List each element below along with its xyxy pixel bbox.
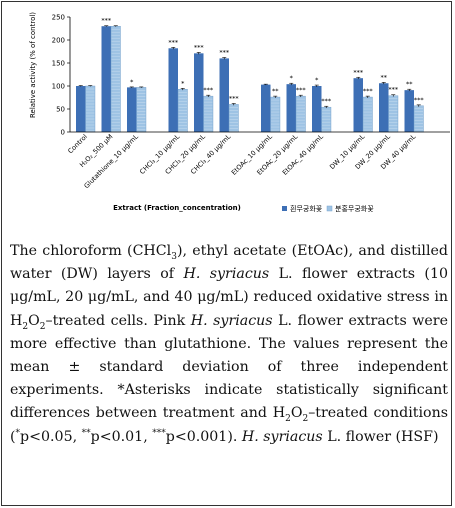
bar bbox=[379, 83, 389, 132]
bar-chart: Relative activity (% of control) 0 50 100 1… bbox=[29, 12, 450, 213]
bar-pink-0 bbox=[85, 85, 96, 133]
bar bbox=[261, 84, 271, 132]
bar bbox=[286, 84, 296, 132]
significance-label: * bbox=[315, 76, 319, 84]
y-tick-label: 150 bbox=[52, 60, 65, 68]
bar bbox=[228, 104, 239, 133]
bar-white-11: ** bbox=[404, 80, 414, 132]
bar-white-6 bbox=[261, 83, 271, 132]
bar-white-7: * bbox=[286, 74, 296, 132]
significance-label: * bbox=[130, 78, 134, 86]
bar-pink-10: *** bbox=[388, 86, 399, 133]
bar-pink-11: *** bbox=[413, 96, 425, 133]
significance-label: *** bbox=[168, 38, 179, 46]
y-tick-label: 50 bbox=[56, 106, 65, 114]
bar bbox=[194, 53, 204, 133]
bar-pink-1 bbox=[110, 25, 121, 133]
legend-label-white-hsf: 흰무궁화꽃 bbox=[290, 204, 323, 213]
significance-label: *** bbox=[388, 86, 399, 94]
significance-label: *** bbox=[219, 48, 230, 56]
y-axis: 0 50 100 150 200 250 bbox=[52, 14, 71, 137]
significance-label: * bbox=[181, 79, 185, 87]
legend-label-pink-hsf: 분홍무궁화꽃 bbox=[335, 204, 374, 213]
bar-white-8: * bbox=[312, 76, 322, 132]
bar bbox=[413, 105, 424, 133]
bar-pink-4: *** bbox=[203, 86, 214, 133]
y-axis-label: Relative activity (% of control) bbox=[29, 12, 37, 118]
bar bbox=[404, 90, 414, 132]
bar-pink-5: *** bbox=[228, 94, 240, 133]
bar bbox=[362, 96, 373, 133]
bar-white-4: *** bbox=[194, 43, 205, 133]
bar bbox=[101, 26, 111, 133]
significance-label: * bbox=[290, 74, 294, 82]
bar-white-3: *** bbox=[168, 38, 179, 132]
bar-white-10: ** bbox=[379, 73, 389, 132]
bar bbox=[168, 48, 178, 132]
bar bbox=[312, 86, 322, 132]
y-tick-label: 100 bbox=[52, 83, 65, 91]
y-tick-label: 200 bbox=[52, 37, 65, 45]
bar bbox=[353, 78, 363, 132]
bar-pink-7: *** bbox=[295, 86, 307, 133]
y-tick-label: 250 bbox=[52, 14, 65, 22]
bar bbox=[219, 58, 229, 132]
bar-pink-3: * bbox=[177, 79, 188, 133]
bar-white-5: *** bbox=[219, 48, 230, 132]
bar bbox=[270, 96, 281, 133]
significance-label: ** bbox=[272, 87, 279, 95]
significance-label: *** bbox=[101, 17, 112, 25]
legend-swatch-pink-hsf bbox=[326, 205, 333, 212]
significance-label: *** bbox=[414, 96, 425, 104]
significance-label: *** bbox=[353, 68, 364, 76]
significance-label: *** bbox=[203, 86, 214, 94]
bar-pink-9: *** bbox=[362, 87, 374, 133]
significance-label: *** bbox=[321, 97, 332, 105]
bar bbox=[127, 87, 137, 132]
x-tick-label: Control bbox=[66, 133, 89, 156]
legend-swatch-white-hsf bbox=[282, 206, 287, 211]
bar-white-9: *** bbox=[353, 68, 364, 132]
bar bbox=[76, 86, 86, 132]
bar bbox=[136, 87, 147, 133]
bar-white-1: *** bbox=[101, 17, 112, 133]
bar-white-0 bbox=[76, 85, 86, 132]
bar-pink-8: *** bbox=[321, 97, 332, 133]
significance-label: ** bbox=[381, 73, 388, 81]
bar-pink-6: ** bbox=[270, 87, 281, 133]
y-tick-label: 0 bbox=[61, 129, 65, 137]
significance-label: *** bbox=[194, 43, 205, 51]
bar-white-2: * bbox=[127, 78, 137, 132]
bar-pink-2 bbox=[136, 86, 147, 133]
significance-label: *** bbox=[363, 87, 374, 95]
legend: 흰무궁화꽃 분홍무궁화꽃 bbox=[282, 204, 374, 213]
significance-label: ** bbox=[406, 80, 413, 88]
x-axis-label: Extract (Fraction_concentration) bbox=[113, 204, 241, 212]
bars: ****************************************… bbox=[76, 17, 425, 133]
bar bbox=[177, 89, 188, 133]
figure-caption: The chloroform (CHCl3), ethyl acetate (E… bbox=[10, 243, 448, 445]
significance-label: *** bbox=[229, 94, 240, 102]
significance-label: *** bbox=[296, 86, 307, 94]
